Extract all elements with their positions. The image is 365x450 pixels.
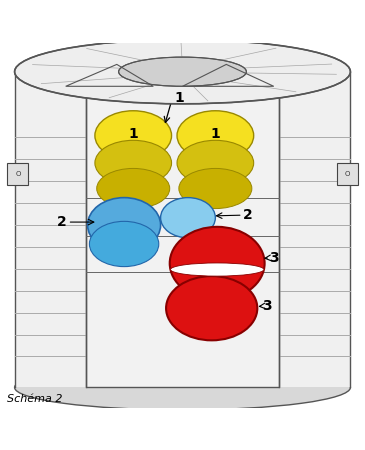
Ellipse shape xyxy=(170,263,264,276)
Ellipse shape xyxy=(161,198,215,238)
Bar xyxy=(337,163,358,185)
Ellipse shape xyxy=(15,40,350,104)
Ellipse shape xyxy=(177,140,254,185)
Text: O: O xyxy=(15,171,20,177)
Ellipse shape xyxy=(15,365,350,410)
Text: 1: 1 xyxy=(211,127,220,141)
Ellipse shape xyxy=(170,227,265,300)
Bar xyxy=(86,72,279,387)
Text: O: O xyxy=(345,171,350,177)
Bar xyxy=(7,163,28,185)
Text: 3: 3 xyxy=(262,299,271,313)
Text: 2: 2 xyxy=(243,208,253,222)
Ellipse shape xyxy=(89,221,159,266)
Ellipse shape xyxy=(166,276,257,340)
Polygon shape xyxy=(15,72,86,387)
Text: 2: 2 xyxy=(57,215,67,229)
Ellipse shape xyxy=(95,111,172,160)
Ellipse shape xyxy=(119,57,246,86)
Text: Schéma 2: Schéma 2 xyxy=(7,394,63,404)
Ellipse shape xyxy=(88,198,161,252)
Ellipse shape xyxy=(95,140,172,185)
Text: 1: 1 xyxy=(128,127,138,141)
Polygon shape xyxy=(279,72,350,387)
Ellipse shape xyxy=(179,168,252,209)
Text: 1: 1 xyxy=(174,91,184,105)
Ellipse shape xyxy=(177,111,254,160)
Text: 3: 3 xyxy=(269,251,278,265)
Ellipse shape xyxy=(97,168,170,209)
